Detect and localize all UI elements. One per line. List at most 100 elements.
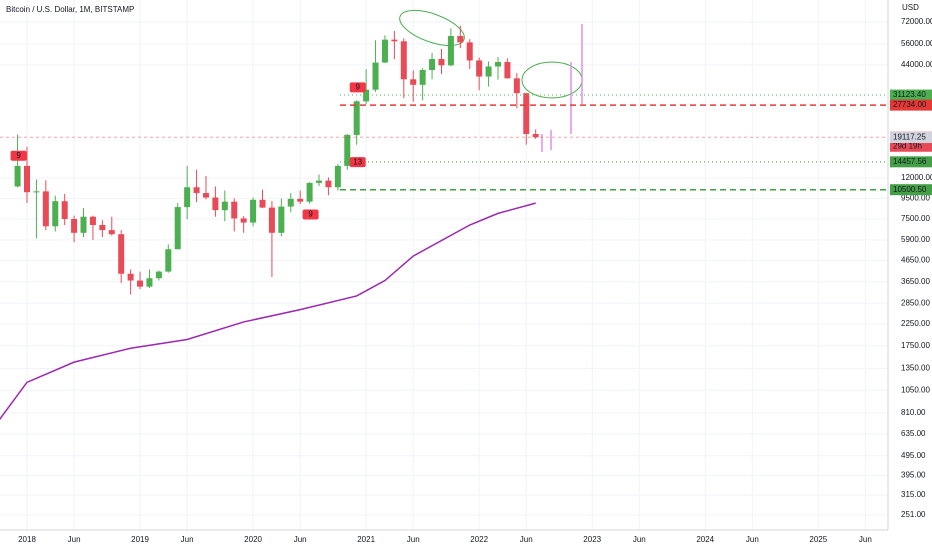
- x-tick-label: Jun: [68, 535, 81, 544]
- candle-body: [504, 61, 511, 79]
- candle-body: [381, 39, 388, 63]
- x-tick-label: Jun: [859, 535, 872, 544]
- candle-body: [447, 36, 454, 66]
- y-tick-label: 810.00: [901, 408, 926, 417]
- price-label-box: [890, 99, 932, 111]
- price-label: 19117.25: [893, 133, 926, 142]
- price-label-box: [890, 156, 932, 168]
- candle-body: [108, 230, 115, 235]
- candle-body: [410, 79, 417, 85]
- candle-body: [344, 134, 351, 166]
- candle-body: [99, 225, 106, 231]
- td-marker-label: 9: [355, 82, 360, 91]
- y-tick-label: 635.00: [901, 429, 926, 438]
- candle-body: [80, 216, 87, 233]
- y-tick-label: 5900.00: [901, 235, 930, 244]
- candle-body: [174, 207, 181, 250]
- y-tick-label: 1750.00: [901, 341, 930, 350]
- candle-body: [14, 165, 21, 187]
- candle-body: [259, 199, 266, 208]
- candle-body: [419, 69, 426, 85]
- y-tick-label: 495.00: [901, 451, 926, 460]
- candle-body: [325, 180, 332, 188]
- x-tick-label: Jun: [633, 535, 646, 544]
- y-axis-label: USD: [902, 3, 919, 12]
- price-label: 31123.40: [893, 90, 926, 99]
- candle-body: [184, 187, 191, 208]
- y-tick-label: 395.00: [901, 470, 926, 479]
- candle-body: [42, 191, 49, 227]
- x-tick-label: Jun: [407, 535, 420, 544]
- candle-body: [334, 165, 341, 188]
- x-tick-label: Jun: [520, 535, 533, 544]
- candle-body: [316, 180, 323, 183]
- td-marker-label: 13: [353, 157, 362, 166]
- candle-body: [202, 193, 209, 198]
- candle-body: [231, 201, 238, 219]
- y-tick-label: 3650.00: [901, 277, 930, 286]
- moving-average-line: [0, 202, 536, 421]
- y-tick-label: 2850.00: [901, 298, 930, 307]
- x-tick-label: Jun: [181, 535, 194, 544]
- candle-body: [297, 198, 304, 202]
- x-tick-label: 2024: [696, 535, 714, 544]
- candle-body: [221, 201, 228, 211]
- candle-body: [52, 201, 59, 227]
- candle-body: [429, 58, 436, 70]
- candle-body: [438, 58, 445, 66]
- candle-body: [306, 182, 313, 202]
- x-tick-label: Jun: [294, 535, 307, 544]
- pattern-ellipse: [399, 9, 465, 47]
- candle-body: [466, 42, 473, 61]
- candle-body: [24, 165, 30, 193]
- y-tick-label: 9500.00: [901, 194, 930, 203]
- x-tick-label: 2018: [18, 535, 36, 544]
- y-tick-label: 12000.00: [901, 173, 932, 182]
- candle-body: [155, 271, 162, 279]
- candle-body: [400, 41, 407, 80]
- price-label-box: [890, 184, 932, 196]
- x-tick-label: 2022: [470, 535, 488, 544]
- candle-body: [146, 278, 153, 287]
- candle-body: [278, 206, 285, 233]
- td-marker-box: [10, 150, 27, 161]
- td-marker-label: 9: [308, 210, 313, 219]
- candle-body: [165, 249, 172, 272]
- candle-body: [250, 199, 257, 223]
- y-tick-label: 251.00: [901, 510, 926, 519]
- y-tick-label: 44000.00: [901, 60, 932, 69]
- y-tick-label: 56000.00: [901, 39, 932, 48]
- x-tick-label: 2025: [809, 535, 827, 544]
- candle-body: [240, 218, 247, 223]
- candle-body: [457, 36, 464, 43]
- candle-body: [268, 207, 275, 233]
- candle-body: [372, 62, 379, 90]
- price-label-box: [890, 132, 932, 144]
- y-tick-label: 2250.00: [901, 319, 930, 328]
- price-label: 10500.50: [893, 185, 927, 194]
- candle-body: [71, 218, 78, 233]
- x-tick-label: 2019: [131, 535, 149, 544]
- y-tick-label: 4650.00: [901, 256, 930, 265]
- axis: 72000.00 56000.00 44000.00 12000.00 9500.00 7…: [18, 17, 932, 544]
- td-marker-box: [349, 157, 366, 168]
- candle-body: [532, 134, 539, 138]
- candle-body: [137, 280, 144, 287]
- plot: 9 9 13 9: [0, 25, 888, 421]
- chart-title: Bitcoin / U.S. Dollar, 1M, BITSTAMP: [6, 5, 134, 14]
- candle-body: [523, 93, 530, 135]
- td-marker-box: [302, 209, 319, 220]
- x-tick-label: 2021: [357, 535, 375, 544]
- candle-body: [476, 60, 483, 77]
- candle-body: [485, 66, 492, 77]
- candle-body: [513, 78, 520, 94]
- td-marker-label: 9: [16, 151, 21, 160]
- candle-body: [363, 89, 370, 102]
- td-marker-box: [349, 82, 366, 93]
- price-label: 27734.00: [893, 100, 927, 109]
- candle-body: [212, 197, 219, 211]
- x-tick-label: 2023: [583, 535, 601, 544]
- candle-body: [118, 234, 125, 274]
